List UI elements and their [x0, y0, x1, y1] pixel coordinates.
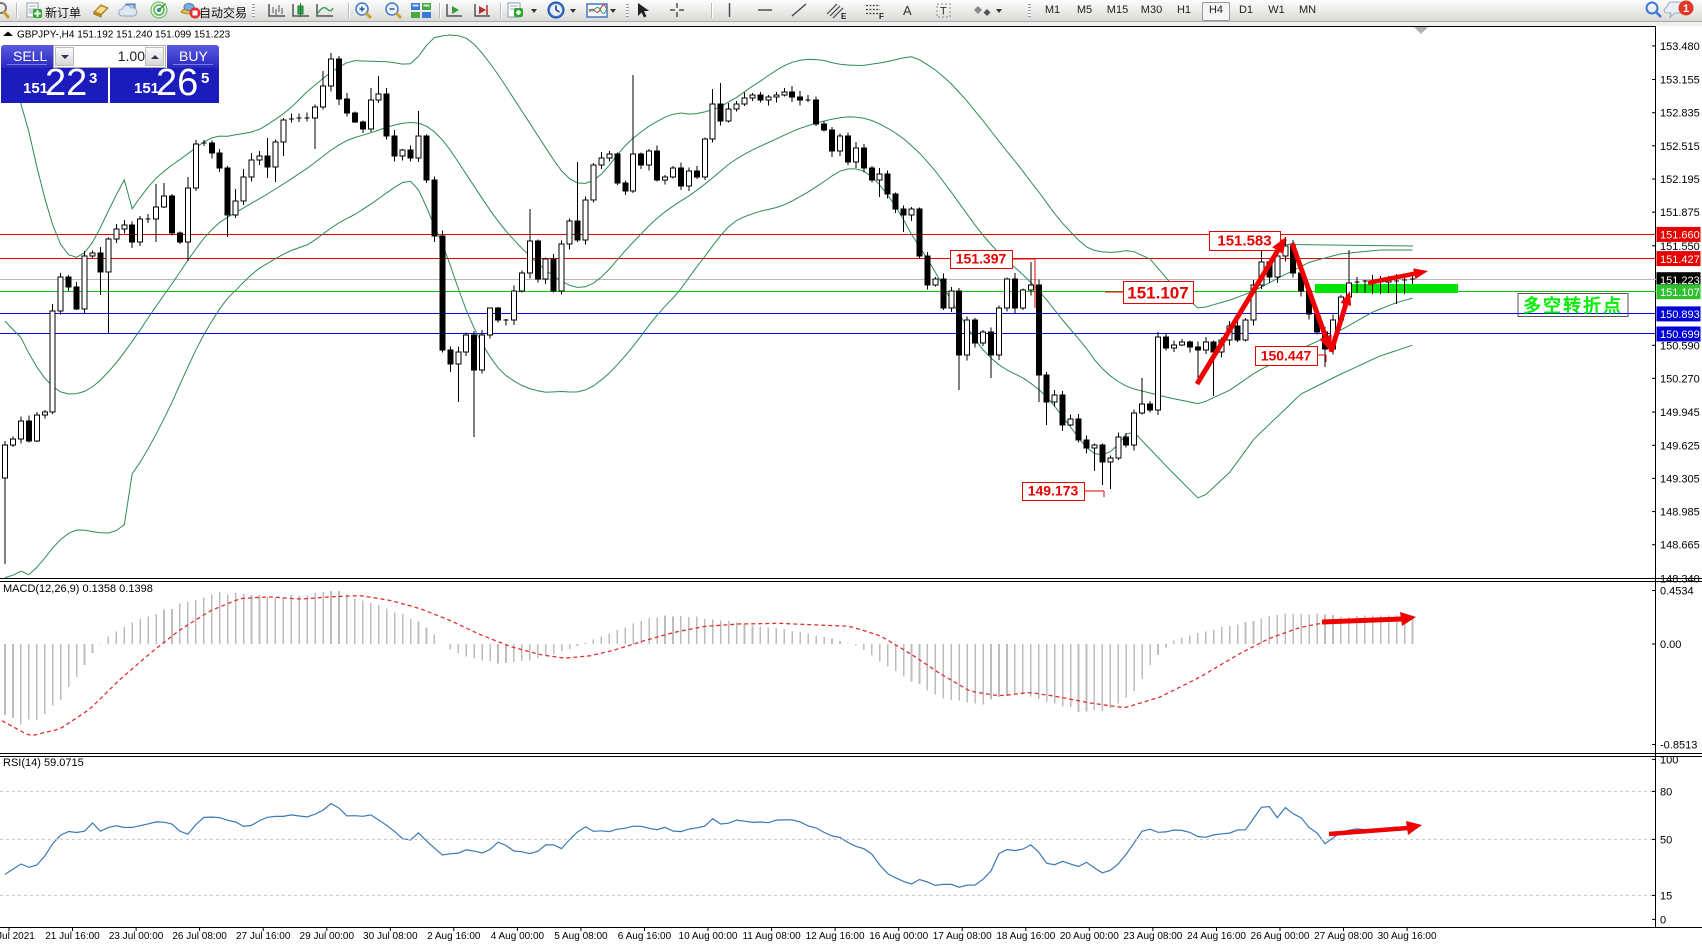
svg-text:4 Aug 00:00: 4 Aug 00:00: [491, 931, 545, 942]
svg-text:26 Jul 08:00: 26 Jul 08:00: [172, 931, 227, 942]
svg-text:29 Jul 00:00: 29 Jul 00:00: [300, 931, 355, 942]
svg-text:20 Jul 2021: 20 Jul 2021: [0, 931, 35, 942]
svg-text:149.173: 149.173: [1028, 483, 1079, 499]
svg-text:20 Aug 00:00: 20 Aug 00:00: [1060, 931, 1119, 942]
svg-text:23 Jul 00:00: 23 Jul 00:00: [109, 931, 164, 942]
svg-text:F: F: [879, 12, 884, 21]
svg-text:80: 80: [1660, 786, 1672, 798]
svg-text:23 Aug 08:00: 23 Aug 08:00: [1123, 931, 1182, 942]
svg-text:150.270: 150.270: [1660, 373, 1700, 385]
svg-text:15: 15: [1660, 890, 1672, 902]
svg-text:MACD(12,26,9) 0.1358 0.1398: MACD(12,26,9) 0.1358 0.1398: [3, 583, 153, 595]
svg-text:100: 100: [1660, 754, 1678, 766]
svg-text:150.590: 150.590: [1660, 340, 1700, 352]
svg-text:152.195: 152.195: [1660, 174, 1700, 186]
svg-text:0.4534: 0.4534: [1660, 586, 1694, 598]
svg-text:6 Aug 16:00: 6 Aug 16:00: [618, 931, 672, 942]
svg-text:RSI(14) 59.0715: RSI(14) 59.0715: [3, 757, 84, 769]
svg-text:152.515: 152.515: [1660, 141, 1700, 153]
svg-text:27 Jul 16:00: 27 Jul 16:00: [236, 931, 291, 942]
svg-text:0.00: 0.00: [1660, 639, 1681, 651]
svg-text:151.660: 151.660: [1660, 230, 1700, 242]
svg-text:30 Jul 08:00: 30 Jul 08:00: [363, 931, 418, 942]
svg-text:多空转折点: 多空转折点: [1523, 295, 1623, 316]
svg-text:149.945: 149.945: [1660, 407, 1700, 419]
svg-text:18 Aug 16:00: 18 Aug 16:00: [996, 931, 1055, 942]
svg-text:149.305: 149.305: [1660, 473, 1700, 485]
svg-text:151.427: 151.427: [1660, 254, 1700, 266]
svg-text:151.397: 151.397: [956, 251, 1007, 267]
svg-text:152.835: 152.835: [1660, 108, 1700, 120]
svg-text:151.107: 151.107: [1127, 284, 1188, 303]
svg-text:151.107: 151.107: [1660, 287, 1700, 299]
svg-text:10 Aug 00:00: 10 Aug 00:00: [679, 931, 738, 942]
svg-text:148.340: 148.340: [1660, 573, 1700, 585]
svg-text:E: E: [841, 12, 847, 21]
svg-text:151.223: 151.223: [1660, 275, 1700, 287]
svg-text:21 Jul 16:00: 21 Jul 16:00: [45, 931, 100, 942]
svg-text:2 Aug 16:00: 2 Aug 16:00: [427, 931, 481, 942]
svg-text:26 Aug 00:00: 26 Aug 00:00: [1251, 931, 1310, 942]
svg-text:T: T: [940, 6, 947, 18]
svg-text:151.550: 151.550: [1660, 241, 1700, 253]
svg-text:30 Aug 16:00: 30 Aug 16:00: [1378, 931, 1437, 942]
svg-text:151.875: 151.875: [1660, 207, 1700, 219]
svg-text:149.625: 149.625: [1660, 440, 1700, 452]
svg-text:150.447: 150.447: [1261, 348, 1312, 364]
svg-text:0: 0: [1660, 914, 1666, 926]
svg-text:-0.8513: -0.8513: [1660, 740, 1697, 752]
svg-text:27 Aug 08:00: 27 Aug 08:00: [1314, 931, 1373, 942]
svg-text:5 Aug 08:00: 5 Aug 08:00: [554, 931, 608, 942]
svg-text:GBPJPY-,H4 151.192 151.240 15: GBPJPY-,H4 151.192 151.240 151.099 151.2…: [17, 30, 231, 41]
svg-text:153.155: 153.155: [1660, 75, 1700, 87]
svg-text:11 Aug 08:00: 11 Aug 08:00: [742, 931, 801, 942]
svg-text:148.985: 148.985: [1660, 507, 1700, 519]
svg-text:151.583: 151.583: [1217, 233, 1271, 250]
svg-text:153.480: 153.480: [1660, 41, 1700, 53]
svg-text:A: A: [903, 3, 912, 18]
svg-text:24 Aug 16:00: 24 Aug 16:00: [1187, 931, 1246, 942]
svg-text:12 Aug 16:00: 12 Aug 16:00: [806, 931, 865, 942]
svg-text:150.893: 150.893: [1660, 309, 1700, 321]
svg-text:16 Aug 00:00: 16 Aug 00:00: [869, 931, 928, 942]
svg-text:17 Aug 08:00: 17 Aug 08:00: [933, 931, 992, 942]
svg-text:150.699: 150.699: [1660, 329, 1700, 341]
svg-text:50: 50: [1660, 834, 1672, 846]
svg-text:1: 1: [1683, 3, 1689, 15]
svg-text:148.665: 148.665: [1660, 540, 1700, 552]
